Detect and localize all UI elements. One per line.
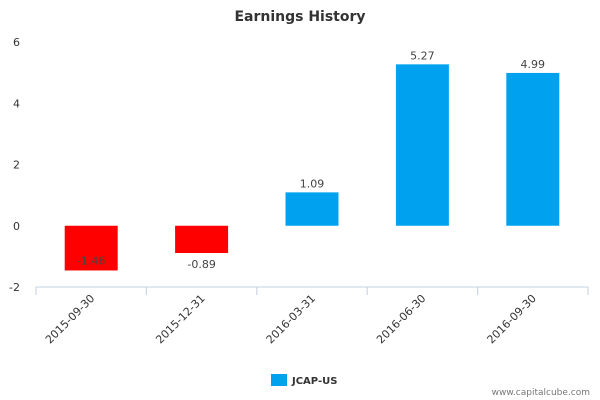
bar xyxy=(285,192,339,226)
y-tick-label: 0 xyxy=(13,220,20,233)
bar xyxy=(175,225,229,254)
x-tick-label: 2015-12-31 xyxy=(153,292,207,346)
y-axis-ticks: -2 0 2 4 6 xyxy=(9,36,20,294)
x-tick-label: 2016-09-30 xyxy=(485,292,539,346)
y-tick-label: -2 xyxy=(9,281,20,294)
y-tick-label: 6 xyxy=(13,36,20,49)
chart-title: Earnings History xyxy=(234,9,365,25)
legend-label-jcap-us: JCAP-US xyxy=(291,376,337,387)
legend: JCAP-US xyxy=(271,374,337,387)
y-tick-label: 4 xyxy=(13,97,20,110)
y-tick-label: 2 xyxy=(13,159,20,172)
bars xyxy=(64,64,560,271)
bar xyxy=(395,64,449,226)
data-labels: -1.46 -0.89 1.09 5.27 4.99 xyxy=(77,49,545,271)
x-axis-ticks: 2015-09-30 2015-12-31 2016-03-31 2016-06-30… xyxy=(35,287,589,346)
x-tick-label: 2016-06-30 xyxy=(374,292,428,346)
data-label: 1.09 xyxy=(300,177,325,190)
bar xyxy=(64,225,118,271)
bar xyxy=(506,72,560,226)
data-label: 5.27 xyxy=(410,49,435,62)
data-label: 4.99 xyxy=(521,58,546,71)
x-tick-label: 2016-03-31 xyxy=(264,292,318,346)
legend-swatch-jcap-us xyxy=(271,374,287,386)
x-tick-label: 2015-09-30 xyxy=(43,292,97,346)
data-label: -0.89 xyxy=(187,258,215,271)
data-label: -1.46 xyxy=(77,254,105,267)
credit-text: www.capitalcube.com xyxy=(492,388,590,398)
